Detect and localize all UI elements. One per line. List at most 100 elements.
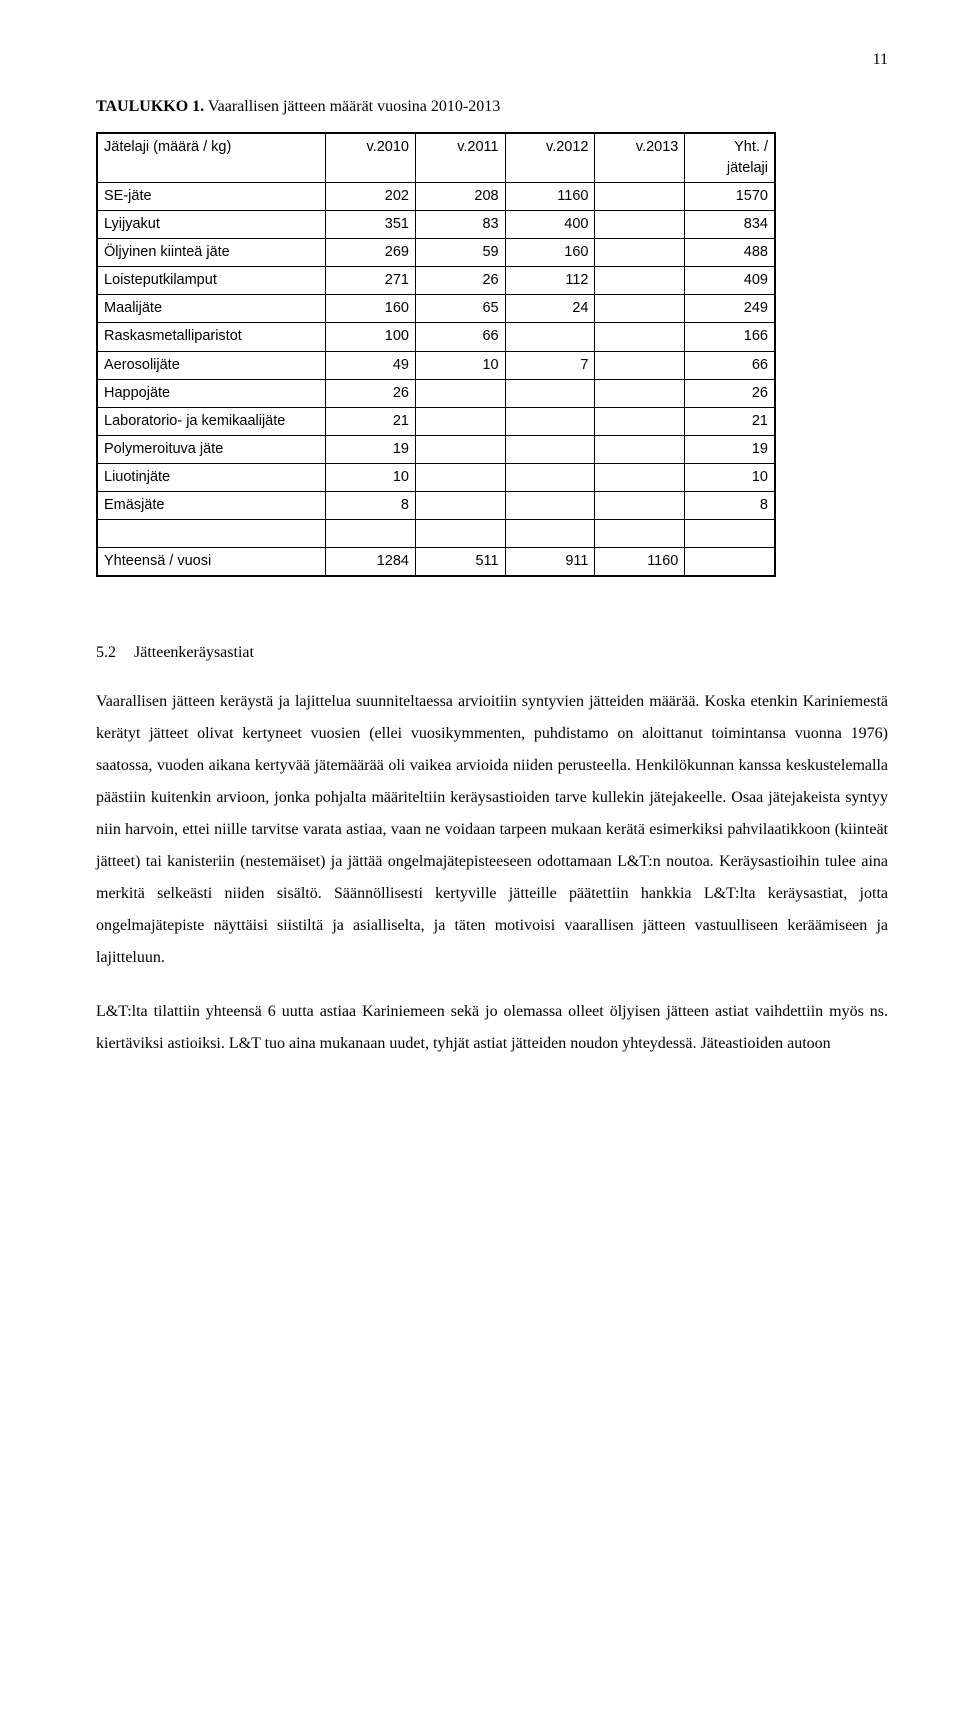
table-header-row: Jätelaji (määrä / kg) v.2010 v.2011 v.20… — [97, 133, 775, 183]
table-cell: 8 — [685, 491, 775, 519]
table-cell — [595, 267, 685, 295]
table-cell: 488 — [685, 239, 775, 267]
table-row: Loisteputkilamput27126112 409 — [97, 267, 775, 295]
total-cell: 511 — [415, 547, 505, 576]
total-cell — [685, 547, 775, 576]
section-heading: 5.2 Jätteenkeräysastiat — [96, 641, 888, 664]
table-cell: 24 — [505, 295, 595, 323]
table-cell — [595, 351, 685, 379]
table-row: Aerosolijäte49107 66 — [97, 351, 775, 379]
table-cell: 271 — [326, 267, 416, 295]
table-cell — [595, 491, 685, 519]
total-label: Yhteensä / vuosi — [97, 547, 326, 576]
table-cell: 21 — [326, 407, 416, 435]
paragraph: Vaarallisen jätteen keräystä ja lajittel… — [96, 686, 888, 974]
table-row: Maalijäte1606524 249 — [97, 295, 775, 323]
table-row: Emäsjäte8 8 — [97, 491, 775, 519]
table-cell: 7 — [505, 351, 595, 379]
table-cell — [505, 379, 595, 407]
table-cell: 19 — [326, 435, 416, 463]
section-number: 5.2 — [96, 641, 116, 664]
table-cell: 208 — [415, 183, 505, 211]
section-title: Jätteenkeräysastiat — [134, 644, 254, 661]
table-cell: 202 — [326, 183, 416, 211]
table-cell — [505, 519, 595, 547]
col-header: v.2012 — [505, 133, 595, 183]
table-cell — [415, 491, 505, 519]
table-title-rest: Vaarallisen jätteen määrät vuosina 2010-… — [204, 98, 500, 115]
table-cell: 19 — [685, 435, 775, 463]
table-row: Raskasmetalliparistot10066 166 — [97, 323, 775, 351]
table-cell: 21 — [685, 407, 775, 435]
table-cell — [595, 295, 685, 323]
table-cell: 10 — [685, 463, 775, 491]
table-cell — [505, 491, 595, 519]
table-total-row: Yhteensä / vuosi 1284 511 911 1160 — [97, 547, 775, 576]
table-cell — [505, 323, 595, 351]
table-row: Polymeroituva jäte19 19 — [97, 435, 775, 463]
table-row: Öljyinen kiinteä jäte26959160 488 — [97, 239, 775, 267]
data-table: Jätelaji (määrä / kg) v.2010 v.2011 v.20… — [96, 132, 776, 576]
col-header: v.2010 — [326, 133, 416, 183]
page-number: 11 — [96, 48, 888, 71]
table-cell: 49 — [326, 351, 416, 379]
table-cell — [415, 519, 505, 547]
table-cell: 83 — [415, 211, 505, 239]
table-cell: 59 — [415, 239, 505, 267]
table-title: TAULUKKO 1. Vaarallisen jätteen määrät v… — [96, 95, 888, 118]
table-cell: 834 — [685, 211, 775, 239]
table-cell — [685, 519, 775, 547]
table-cell: Lyijyakut — [97, 211, 326, 239]
table-cell: 112 — [505, 267, 595, 295]
table-cell: 10 — [326, 463, 416, 491]
table-cell: Raskasmetalliparistot — [97, 323, 326, 351]
table-cell: Loisteputkilamput — [97, 267, 326, 295]
table-row: SE-jäte2022081160 1570 — [97, 183, 775, 211]
table-cell: Laboratorio- ja kemikaalijäte — [97, 407, 326, 435]
table-cell — [505, 407, 595, 435]
table-cell: Maalijäte — [97, 295, 326, 323]
table-cell: Polymeroituva jäte — [97, 435, 326, 463]
table-cell — [97, 519, 326, 547]
table-cell: Emäsjäte — [97, 491, 326, 519]
col-header: Jätelaji (määrä / kg) — [97, 133, 326, 183]
table-row — [97, 519, 775, 547]
table-cell — [415, 379, 505, 407]
table-cell: 1160 — [505, 183, 595, 211]
table-cell — [595, 519, 685, 547]
table-cell: Öljyinen kiinteä jäte — [97, 239, 326, 267]
table-cell: 1570 — [685, 183, 775, 211]
table-row: Laboratorio- ja kemikaalijäte21 21 — [97, 407, 775, 435]
table-row: Lyijyakut35183400 834 — [97, 211, 775, 239]
table-cell: 66 — [685, 351, 775, 379]
table-cell: 351 — [326, 211, 416, 239]
table-cell — [326, 519, 416, 547]
table-cell: 26 — [415, 267, 505, 295]
table-cell: Happojäte — [97, 379, 326, 407]
table-title-bold: TAULUKKO 1. — [96, 98, 204, 115]
table-cell: Liuotinjäte — [97, 463, 326, 491]
table-cell: 100 — [326, 323, 416, 351]
table-cell: Aerosolijäte — [97, 351, 326, 379]
table-cell — [595, 239, 685, 267]
table-cell: 400 — [505, 211, 595, 239]
table-cell — [595, 379, 685, 407]
table-row: Happojäte26 26 — [97, 379, 775, 407]
table-cell: 65 — [415, 295, 505, 323]
table-cell — [595, 211, 685, 239]
total-cell: 1284 — [326, 547, 416, 576]
paragraph: L&T:lta tilattiin yhteensä 6 uutta astia… — [96, 996, 888, 1060]
table-cell — [505, 463, 595, 491]
total-cell: 911 — [505, 547, 595, 576]
table-cell — [415, 463, 505, 491]
table-cell: 10 — [415, 351, 505, 379]
table-cell: 66 — [415, 323, 505, 351]
table-cell: 8 — [326, 491, 416, 519]
table-cell: 269 — [326, 239, 416, 267]
table-cell: 166 — [685, 323, 775, 351]
col-header: Yht. / jätelaji — [685, 133, 775, 183]
table-cell: 249 — [685, 295, 775, 323]
col-header: v.2013 — [595, 133, 685, 183]
table-cell: 160 — [505, 239, 595, 267]
table-cell: 160 — [326, 295, 416, 323]
